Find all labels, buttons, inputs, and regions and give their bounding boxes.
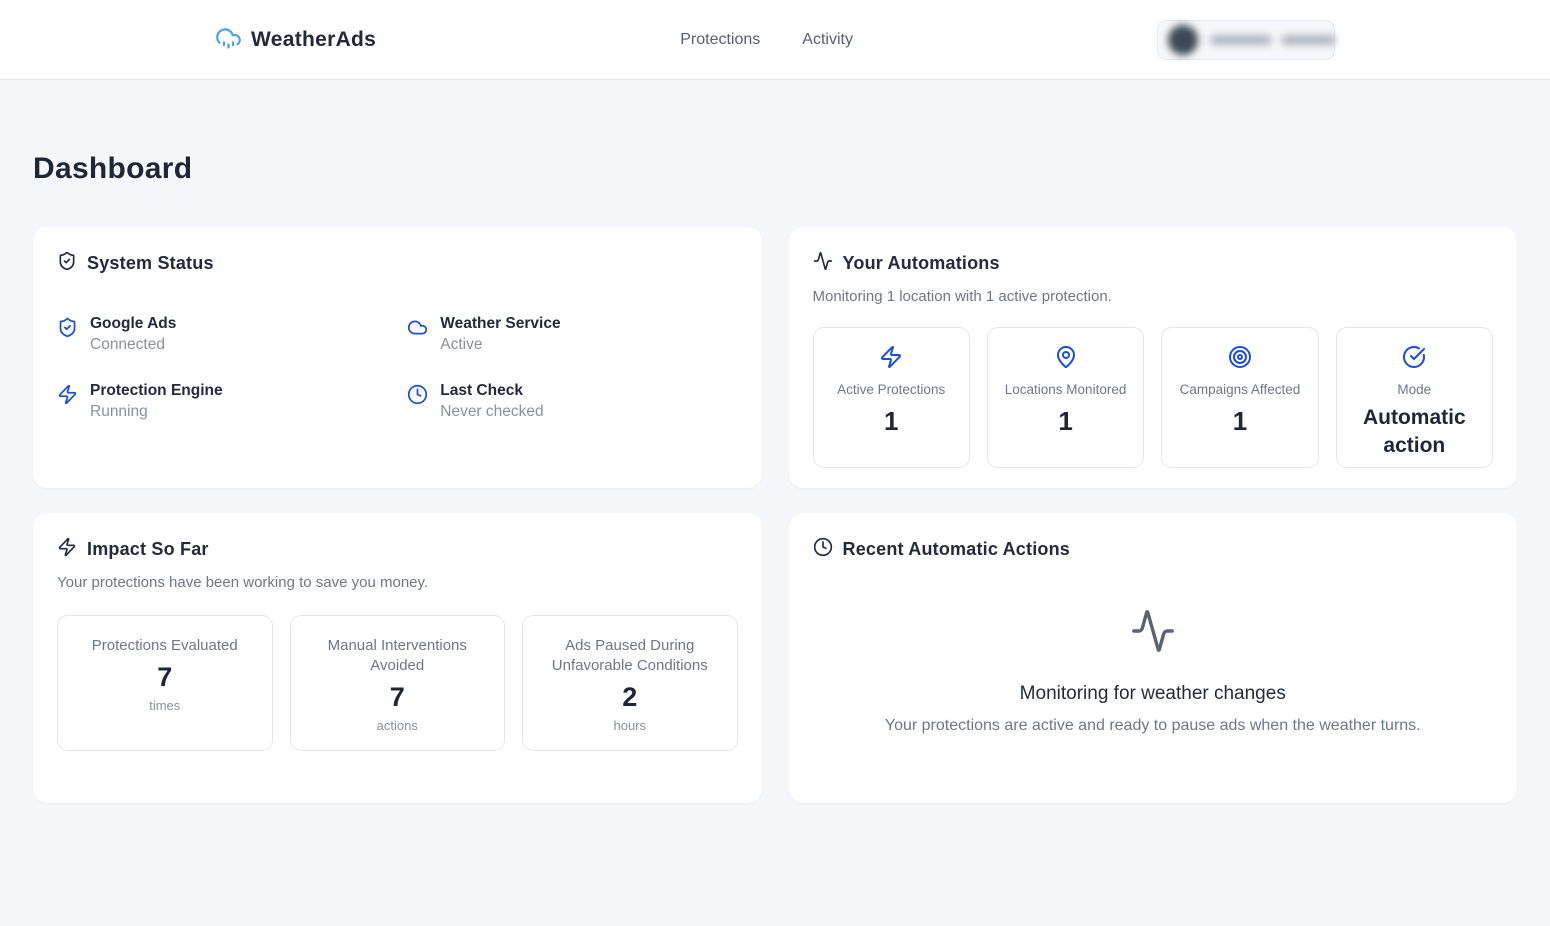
impact-value: 7 [157,662,173,692]
recent-actions-header: Recent Automatic Actions [813,537,1494,562]
card-title: Your Automations [842,253,1000,273]
impact-value: 7 [389,682,405,712]
blurred-text-blob [1210,34,1272,45]
stat-label: Active Protections [837,382,946,397]
automations-subtitle: Monitoring 1 location with 1 active prot… [812,288,1112,305]
check-circle-icon [1402,346,1426,373]
status-label: Protection Engine [90,382,223,399]
status-item-protection-engine: Protection Engine Running [57,381,387,422]
stat-value: Automatic action [1362,406,1466,457]
top-nav-inner: WeatherAds Protections Activity [215,0,1336,79]
shield-check-icon [57,314,78,343]
system-status-header: System Status [57,251,738,276]
clock-icon [813,537,833,562]
clock-icon [407,381,428,410]
status-item-weather-service: Weather Service Active [407,314,737,355]
impact-tile-manual-interventions: Manual Interventions Avoided 7 actions [289,615,505,751]
activity-icon [1130,608,1176,659]
impact-subtitle: Your protections have been working to sa… [57,574,429,591]
system-status-card: System Status Google Ads Connected [33,227,762,488]
impact-unit: actions [376,718,418,733]
your-automations-card: Your Automations Monitoring 1 location w… [788,227,1517,488]
card-title: Impact So Far [87,539,209,559]
impact-label: Protections Evaluated [91,637,238,654]
top-nav: WeatherAds Protections Activity [0,0,1550,80]
status-text: Last Check Never checked [440,381,543,422]
recent-actions-empty-state: Monitoring for weather changes Your prot… [813,608,1494,735]
automations-stats-grid: Active Protections 1 Locations Monitored… [812,327,1493,468]
stat-tile-mode: Mode Automatic action [1335,327,1493,468]
map-pin-icon [1054,346,1078,373]
status-value: Active [440,336,483,353]
status-value: Connected [90,336,165,353]
status-grid: Google Ads Connected Weather Service Act… [57,314,738,422]
main-content: Dashboard System Status [0,152,1550,803]
status-text: Weather Service Active [440,314,560,355]
empty-state-subtitle: Your protections are active and ready to… [884,717,1421,734]
impact-unit: hours [613,718,647,733]
cloud-icon [407,314,428,343]
stat-tile-active-protections: Active Protections 1 [812,327,970,468]
status-text: Protection Engine Running [90,381,223,422]
nav-link-activity[interactable]: Activity [802,30,853,48]
stat-value: 1 [1232,406,1248,436]
empty-state-title: Monitoring for weather changes [1019,683,1286,704]
stat-label: Mode [1397,382,1432,397]
zap-icon [57,381,78,410]
status-value: Running [90,403,148,420]
activity-icon [813,251,833,276]
status-label: Google Ads [90,315,177,332]
card-title: System Status [87,253,214,273]
blurred-text-blob [1281,34,1336,45]
nav-links: Protections Activity [680,31,853,49]
stat-tile-campaigns-affected: Campaigns Affected 1 [1161,327,1319,468]
stat-tile-locations-monitored: Locations Monitored 1 [986,327,1145,468]
status-label: Weather Service [440,315,561,332]
impact-tile-protections-evaluated: Protections Evaluated 7 times [57,615,273,751]
brand-name: WeatherAds [251,27,377,51]
recent-actions-card: Recent Automatic Actions Monitoring for … [788,513,1517,803]
zap-icon [879,346,903,373]
avatar [1168,24,1198,55]
user-name-blurred [1210,34,1336,45]
shield-check-icon [57,251,77,276]
stat-label: Locations Monitored [1004,382,1127,397]
stat-value: 1 [1058,406,1073,436]
page-title: Dashboard [33,152,193,185]
cloud-rain-icon [215,26,242,53]
status-item-google-ads: Google Ads Connected [57,314,387,355]
user-menu-button[interactable] [1157,19,1336,60]
stat-label: Campaigns Affected [1179,382,1301,397]
card-title: Recent Automatic Actions [842,539,1070,559]
target-icon [1228,346,1252,373]
impact-stats-grid: Protections Evaluated 7 times Manual Int… [57,615,738,751]
impact-header: Impact So Far [57,537,738,562]
brand-logo[interactable]: WeatherAds [215,26,376,53]
status-label: Last Check [440,382,523,399]
zap-icon [57,537,77,562]
nav-link-protections[interactable]: Protections [680,30,761,48]
impact-label: Ads Paused During Unfavorable Conditions [551,637,708,674]
impact-value: 2 [622,682,638,712]
impact-unit: times [149,698,181,713]
stat-value: 1 [883,406,899,436]
cards-grid: System Status Google Ads Connected [33,227,1517,803]
impact-label: Manual Interventions Avoided [327,637,467,674]
impact-so-far-card: Impact So Far Your protections have been… [33,513,762,803]
status-value: Never checked [440,403,544,420]
automations-header: Your Automations [813,251,1494,276]
impact-tile-ads-paused: Ads Paused During Unfavorable Conditions… [522,615,738,751]
status-text: Google Ads Connected [90,314,176,355]
status-item-last-check: Last Check Never checked [407,381,737,422]
